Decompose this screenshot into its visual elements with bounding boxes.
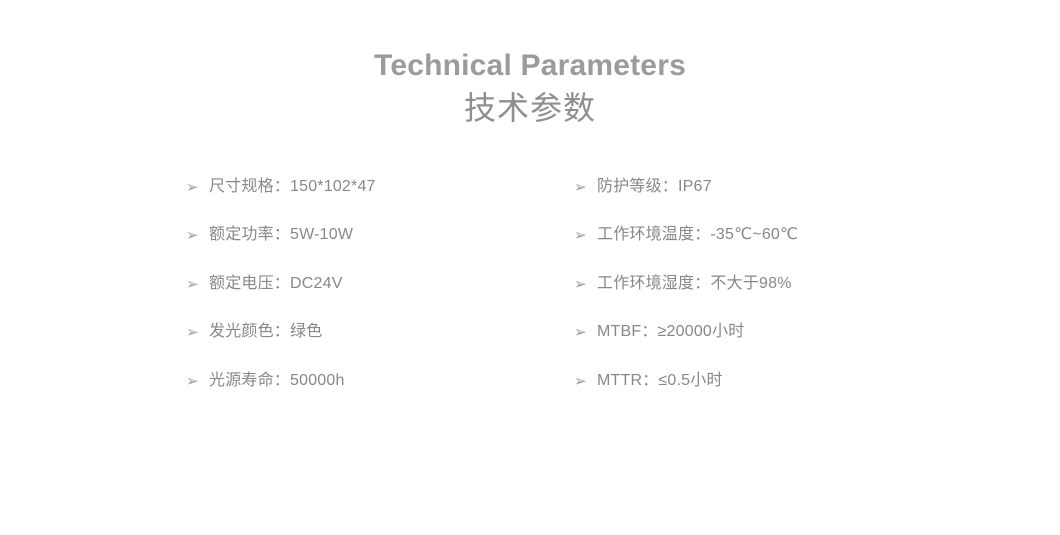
- spec-item-mtbf: ➢ MTBF：≥20000小时: [574, 321, 798, 369]
- arrow-bullet-icon: ➢: [186, 371, 199, 390]
- spec-item-rated-power: ➢ 额定功率：5W-10W: [186, 224, 376, 272]
- spec-text-light-color: 发光颜色：绿色: [209, 323, 323, 341]
- spec-text-ip-rating: 防护等级：IP67: [597, 178, 712, 195]
- page-title-chinese: 技术参数: [463, 90, 596, 126]
- arrow-bullet-icon: ➢: [574, 178, 587, 196]
- spec-column-right: ➢ 防护等级：IP67 ➢ 工作环境温度：-35℃~60℃ ➢ 工作环境湿度：不…: [574, 176, 798, 418]
- spec-text-dimensions: 尺寸规格：150*102*47: [209, 178, 376, 195]
- spec-item-mttr: ➢ MTTR：≤0.5小时: [574, 370, 798, 418]
- arrow-bullet-icon: ➢: [186, 178, 199, 196]
- arrow-bullet-icon: ➢: [186, 323, 199, 342]
- spec-text-rated-power: 额定功率：5W-10W: [209, 226, 354, 244]
- heading-block: Technical Parameters 技术参数: [0, 48, 1060, 128]
- spec-item-dimensions: ➢ 尺寸规格：150*102*47: [186, 176, 376, 224]
- spec-item-light-source-lifetime: ➢ 光源寿命：50000h: [186, 370, 376, 418]
- spec-text-light-source-lifetime: 光源寿命：50000h: [209, 371, 345, 389]
- specifications-section: ➢ 尺寸规格：150*102*47 ➢ 额定功率：5W-10W ➢ 额定电压：D…: [0, 176, 1060, 426]
- spec-text-operating-humidity: 工作环境湿度：不大于98%: [597, 274, 792, 292]
- arrow-bullet-icon: ➢: [574, 371, 587, 390]
- spec-item-operating-temperature: ➢ 工作环境温度：-35℃~60℃: [574, 224, 798, 272]
- arrow-bullet-icon: ➢: [574, 323, 587, 342]
- arrow-bullet-icon: ➢: [574, 226, 587, 245]
- spec-item-rated-voltage: ➢ 额定电压：DC24V: [186, 273, 376, 321]
- arrow-bullet-icon: ➢: [186, 274, 199, 293]
- spec-column-left: ➢ 尺寸规格：150*102*47 ➢ 额定功率：5W-10W ➢ 额定电压：D…: [186, 176, 376, 418]
- spec-text-mtbf: MTBF：≥20000小时: [597, 323, 745, 341]
- page-title-english: Technical Parameters: [374, 49, 686, 82]
- spec-text-operating-temperature: 工作环境温度：-35℃~60℃: [597, 226, 799, 244]
- spec-item-operating-humidity: ➢ 工作环境湿度：不大于98%: [574, 273, 798, 321]
- spec-text-mttr: MTTR：≤0.5小时: [597, 371, 723, 389]
- spec-text-rated-voltage: 额定电压：DC24V: [209, 274, 343, 292]
- spec-item-light-color: ➢ 发光颜色：绿色: [186, 321, 376, 369]
- spec-item-ip-rating: ➢ 防护等级：IP67: [574, 176, 798, 224]
- arrow-bullet-icon: ➢: [186, 226, 199, 245]
- arrow-bullet-icon: ➢: [574, 274, 587, 293]
